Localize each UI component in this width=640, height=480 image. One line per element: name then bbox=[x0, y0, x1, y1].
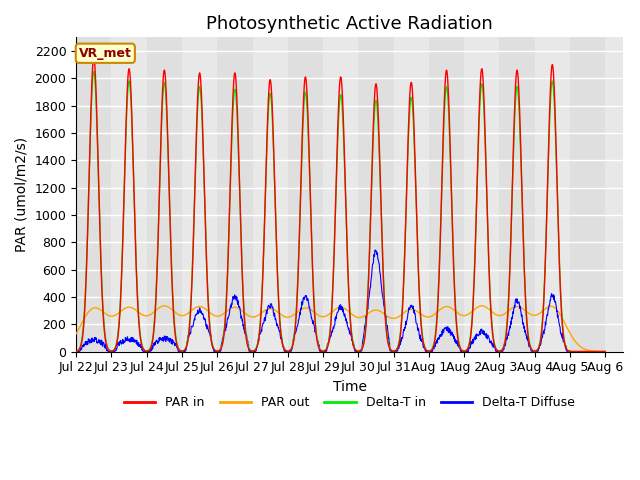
Bar bbox=[429, 37, 464, 351]
Bar bbox=[358, 37, 394, 351]
Bar bbox=[570, 37, 605, 351]
Bar bbox=[217, 37, 253, 351]
Bar bbox=[147, 37, 182, 351]
Title: Photosynthetic Active Radiation: Photosynthetic Active Radiation bbox=[206, 15, 493, 33]
Bar bbox=[76, 37, 111, 351]
Text: VR_met: VR_met bbox=[79, 47, 132, 60]
X-axis label: Time: Time bbox=[333, 380, 367, 394]
Bar bbox=[499, 37, 534, 351]
Legend: PAR in, PAR out, Delta-T in, Delta-T Diffuse: PAR in, PAR out, Delta-T in, Delta-T Dif… bbox=[119, 391, 580, 414]
Y-axis label: PAR (umol/m2/s): PAR (umol/m2/s) bbox=[15, 137, 29, 252]
Bar bbox=[288, 37, 323, 351]
